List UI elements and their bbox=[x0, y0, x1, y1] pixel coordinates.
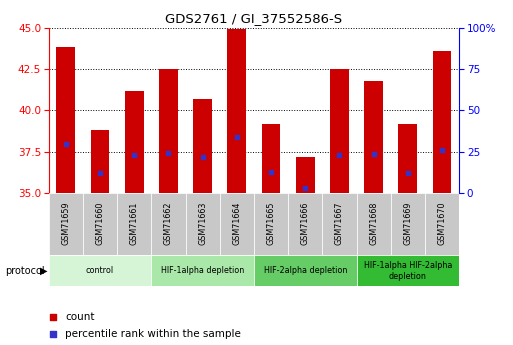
Bar bbox=[91, 130, 109, 193]
Text: HIF-1alpha depletion: HIF-1alpha depletion bbox=[161, 266, 244, 275]
Bar bbox=[262, 124, 281, 193]
Text: GSM71667: GSM71667 bbox=[335, 201, 344, 245]
Text: control: control bbox=[86, 266, 114, 275]
Bar bbox=[357, 255, 459, 286]
Bar bbox=[322, 193, 357, 255]
Title: GDS2761 / GI_37552586-S: GDS2761 / GI_37552586-S bbox=[165, 12, 343, 25]
Bar bbox=[227, 29, 246, 193]
Text: percentile rank within the sample: percentile rank within the sample bbox=[65, 329, 241, 339]
Point bbox=[49, 314, 57, 319]
Text: HIF-1alpha HIF-2alpha
depletion: HIF-1alpha HIF-2alpha depletion bbox=[364, 261, 452, 280]
Point bbox=[96, 170, 104, 176]
Bar bbox=[186, 193, 220, 255]
Point bbox=[62, 141, 70, 146]
Bar bbox=[83, 193, 117, 255]
Bar bbox=[254, 193, 288, 255]
Point bbox=[369, 151, 378, 157]
Point bbox=[233, 134, 241, 140]
Text: GSM71670: GSM71670 bbox=[438, 201, 446, 245]
Point bbox=[130, 152, 139, 158]
Point bbox=[49, 331, 57, 337]
Bar bbox=[364, 81, 383, 193]
Text: GSM71668: GSM71668 bbox=[369, 201, 378, 245]
Bar bbox=[193, 99, 212, 193]
Text: GSM71659: GSM71659 bbox=[62, 201, 70, 245]
Text: HIF-2alpha depletion: HIF-2alpha depletion bbox=[264, 266, 347, 275]
Bar bbox=[288, 193, 322, 255]
Bar bbox=[49, 193, 83, 255]
Point bbox=[301, 186, 309, 191]
Point bbox=[404, 170, 412, 176]
Point bbox=[267, 169, 275, 175]
Text: GSM71665: GSM71665 bbox=[267, 201, 275, 245]
Bar bbox=[159, 69, 178, 193]
Bar bbox=[117, 193, 151, 255]
Text: GSM71666: GSM71666 bbox=[301, 201, 310, 245]
Text: GSM71669: GSM71669 bbox=[403, 201, 412, 245]
Point bbox=[438, 147, 446, 153]
Text: ▶: ▶ bbox=[40, 266, 47, 276]
Point bbox=[164, 151, 172, 156]
Bar bbox=[56, 48, 75, 193]
Bar bbox=[399, 124, 417, 193]
Point bbox=[199, 154, 207, 159]
Text: GSM71661: GSM71661 bbox=[130, 201, 139, 245]
Text: GSM71662: GSM71662 bbox=[164, 201, 173, 245]
Bar bbox=[432, 51, 451, 193]
Bar bbox=[330, 69, 349, 193]
Text: count: count bbox=[65, 312, 95, 322]
Text: GSM71664: GSM71664 bbox=[232, 201, 241, 245]
Point bbox=[336, 152, 344, 158]
Bar bbox=[125, 90, 144, 193]
Bar bbox=[151, 255, 254, 286]
Bar bbox=[357, 193, 391, 255]
Text: GSM71660: GSM71660 bbox=[95, 201, 105, 245]
Bar bbox=[220, 193, 254, 255]
Bar bbox=[49, 255, 151, 286]
Bar bbox=[425, 193, 459, 255]
Bar bbox=[391, 193, 425, 255]
Bar bbox=[254, 255, 357, 286]
Text: GSM71663: GSM71663 bbox=[198, 201, 207, 245]
Bar bbox=[151, 193, 186, 255]
Bar bbox=[296, 157, 314, 193]
Text: protocol: protocol bbox=[5, 266, 45, 276]
